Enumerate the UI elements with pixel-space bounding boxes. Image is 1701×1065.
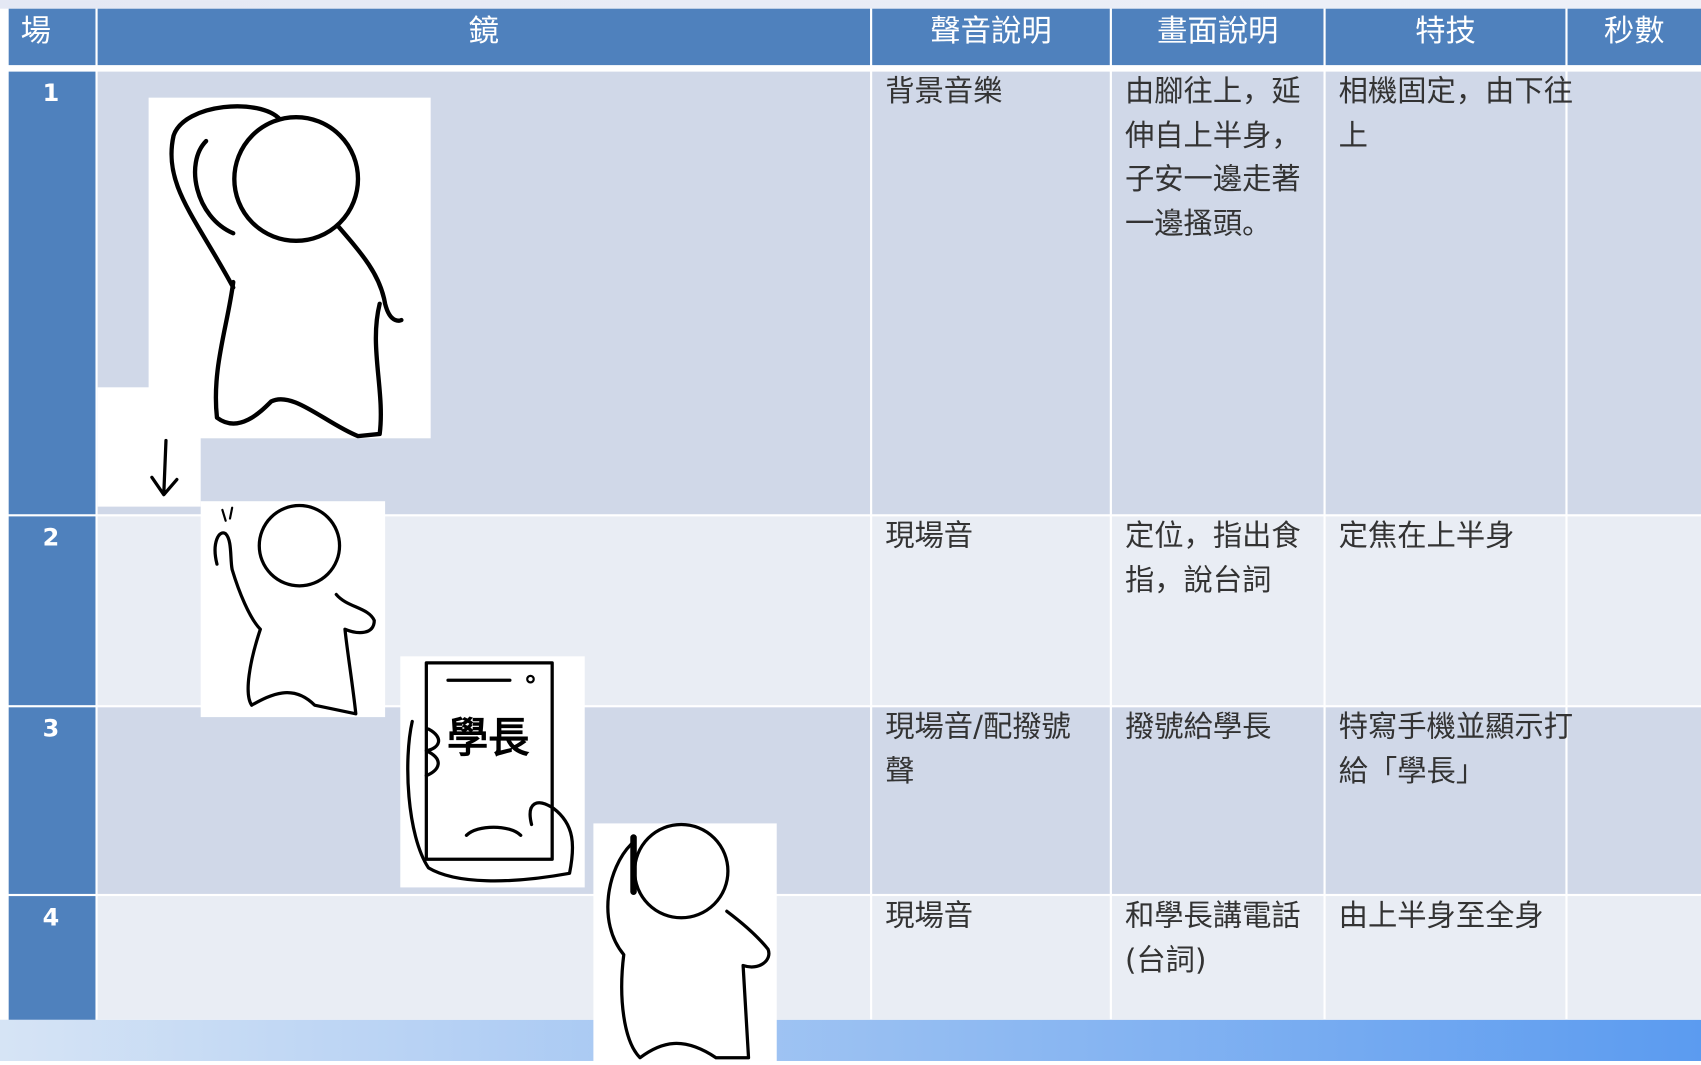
header-cell [8,8,96,66]
header-cell [1111,8,1324,66]
scene-number: 2 [43,524,60,552]
header-cell [97,8,871,66]
cell-text: 定位，指出食指，說台詞 [1124,519,1301,598]
cell-text-box: 特寫手機並顯示打給「學長」 [1338,710,1573,789]
cell-text: 背景音樂 [885,74,1003,109]
table-cell [1111,896,1324,1020]
cell-text-box: 定焦在上半身 [1338,519,1515,554]
header-text: 秒數 [1604,14,1665,49]
cell-text-box: 現場音 [885,899,974,933]
table-cell [1567,896,1701,1020]
bottom-band [0,1019,1701,1061]
scene-number: 4 [43,903,60,931]
scene-number: 1 [43,79,60,107]
table-cell [8,707,96,894]
cell-text: 撥號給學長 [1124,710,1272,745]
cell-text-box: 由腳往上，延伸自上半身，子安一邊走著一邊搔頭。 [1124,74,1301,241]
table-cell [8,896,96,1020]
table-cell [1325,707,1566,894]
cell-text-box: 相機固定，由下往上 [1338,74,1573,153]
header-text: 場 [21,14,51,49]
cell-text: 和學長講電話(台詞) [1124,899,1301,977]
header-text: 聲音說明 [930,14,1051,49]
table-cell [1567,516,1701,706]
header-cell [872,8,1110,66]
cell-text: 定焦在上半身 [1338,519,1515,554]
header-text: 鏡 [469,14,499,49]
table-cell [1111,516,1324,706]
cell-text: 相機固定，由下往上 [1338,74,1573,153]
cell-text: 特寫手機並顯示打給「學長」 [1338,710,1573,789]
table-cell [1325,516,1566,706]
table-cell [1567,71,1701,515]
phone-label: 學長 [447,714,530,762]
table-cell [8,71,96,515]
table-cell [8,516,96,706]
cell-text: 現場音/配撥號聲 [885,710,1071,789]
table-cell [872,896,1110,1020]
header-cell [1567,8,1701,66]
table-cell [872,516,1110,706]
table-cell [1325,71,1566,515]
table-cell [1111,71,1324,515]
header-text: 特技 [1415,14,1476,49]
cell-text: 由腳往上，延伸自上半身，子安一邊走著一邊搔頭。 [1124,74,1301,241]
header-text: 畫面說明 [1157,14,1278,49]
cell-text-box: 定位，指出食指，說台詞 [1124,519,1301,598]
cell-text: 現場音 [885,899,974,933]
table-cell [872,71,1110,515]
cell-text: 現場音 [885,519,974,554]
table-cell [872,707,1110,894]
cell-text-box: 和學長講電話(台詞) [1124,899,1301,977]
sketches: 學長 [97,97,777,1061]
header-cell [1325,8,1566,66]
top-band [0,0,1701,9]
cell-text-box: 由上半身至全身 [1338,899,1544,933]
cell-text: 由上半身至全身 [1338,899,1544,933]
table-cell [1111,707,1324,894]
table-cell [1567,707,1701,894]
cell-text-box: 撥號給學長 [1124,710,1272,745]
table-cell [1325,896,1566,1020]
scene-number: 3 [43,715,60,743]
cell-text-box: 背景音樂 [885,74,1003,109]
cell-text-box: 現場音/配撥號聲 [885,710,1071,789]
cell-text-box: 現場音 [885,519,974,554]
